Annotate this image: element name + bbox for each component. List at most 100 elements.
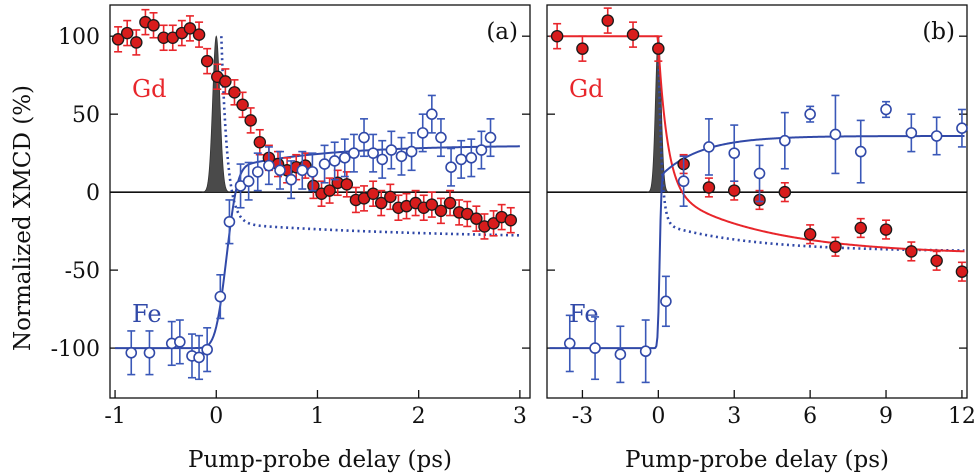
data-point [880,103,892,116]
panel-a: -100 -50 0 50 100 -1 0 1 2 3 Pump-probe delay (ps)… [51,4,531,473]
y-tick-label: 50 [72,103,100,128]
data-point [318,158,331,170]
data-point [425,198,439,211]
data-point [244,114,257,127]
data-point [652,42,665,55]
data-point [323,184,336,197]
data-point [384,190,397,204]
x-tick-label: 6 [803,404,817,429]
data-point [111,33,125,46]
data-point [703,141,715,153]
pump-pulse [201,35,231,193]
data-point [778,185,792,199]
data-point [200,54,214,68]
data-point [348,147,360,159]
data-point [955,265,969,278]
series-label-gd: Gd [569,75,604,103]
y-tick-label: 0 [86,181,100,206]
data-point [484,131,497,144]
data-point [228,86,241,99]
plot-frame [109,4,531,399]
data-point [395,150,408,163]
data-point [434,204,448,218]
data-point [470,212,483,225]
data-point [147,19,160,32]
data-point [219,75,232,88]
data-point [727,184,741,197]
x-tick-label: 2 [412,404,426,429]
panel-label: (b) [922,19,955,45]
data-point [804,108,816,120]
dotted-curve [657,36,965,252]
data-point [829,128,842,141]
data-point [251,166,264,178]
data-point [879,223,893,236]
data-point [803,227,817,241]
data-point [589,342,601,354]
x-tick-label: 0 [209,404,223,429]
data-point [753,167,766,180]
data-point [614,348,627,361]
data-point [253,135,267,149]
data-point [956,122,968,135]
gd-fit-curve [549,35,965,253]
data-point [236,98,249,112]
data-point [779,134,791,147]
data-point [576,42,589,55]
data-point [626,28,640,41]
data-point [374,196,388,210]
x-tick-label: 0 [651,404,665,429]
x-tick-label: 1 [310,404,324,429]
data-point [905,245,918,258]
data-point [660,295,672,308]
x-axis-label: Pump-probe delay (ps) [625,447,889,473]
data-point [285,173,297,186]
data-point [563,337,576,350]
fe-fit-curve [115,145,520,350]
data-point [426,108,438,120]
y-tick-label: -100 [51,337,100,362]
data-point [702,181,716,194]
data-point [854,221,867,235]
series-label-fe: Fe [132,300,162,328]
y-tick-label: -50 [65,259,100,284]
x-tick-label: 3 [727,404,741,429]
data-point [125,346,138,359]
data-point [487,217,500,230]
series-fe [563,94,968,384]
x-tick-label: -3 [572,404,593,429]
data-point [130,36,143,49]
data-point [435,131,447,144]
data-point [443,196,457,210]
data-point [930,254,943,268]
data-point [829,240,842,253]
data-point [504,213,518,227]
y-axis-label: Normalized XMCD (%) [10,85,36,351]
data-point [445,161,457,173]
series-label-gd: Gd [132,75,167,103]
x-tick-label: 12 [948,404,974,429]
data-point [475,144,488,156]
data-point [340,178,354,191]
data-point [376,153,389,166]
data-point [143,346,156,359]
x-axis-label: Pump-probe delay (ps) [188,447,452,473]
x-tick-label: -1 [104,404,125,429]
data-point [214,290,227,303]
data-point [465,152,478,164]
data-point [274,164,286,177]
series-label-fe: Fe [569,300,599,328]
data-point [366,187,380,200]
data-point [174,336,186,348]
data-point [242,175,255,188]
data-point [358,131,370,144]
data-point [905,127,918,139]
x-tick-label: 3 [513,404,527,429]
data-point [223,215,236,228]
data-point [306,166,319,178]
data-point [385,144,398,156]
data-point [677,175,690,188]
data-point [550,29,564,43]
panel-label: (a) [486,19,518,45]
